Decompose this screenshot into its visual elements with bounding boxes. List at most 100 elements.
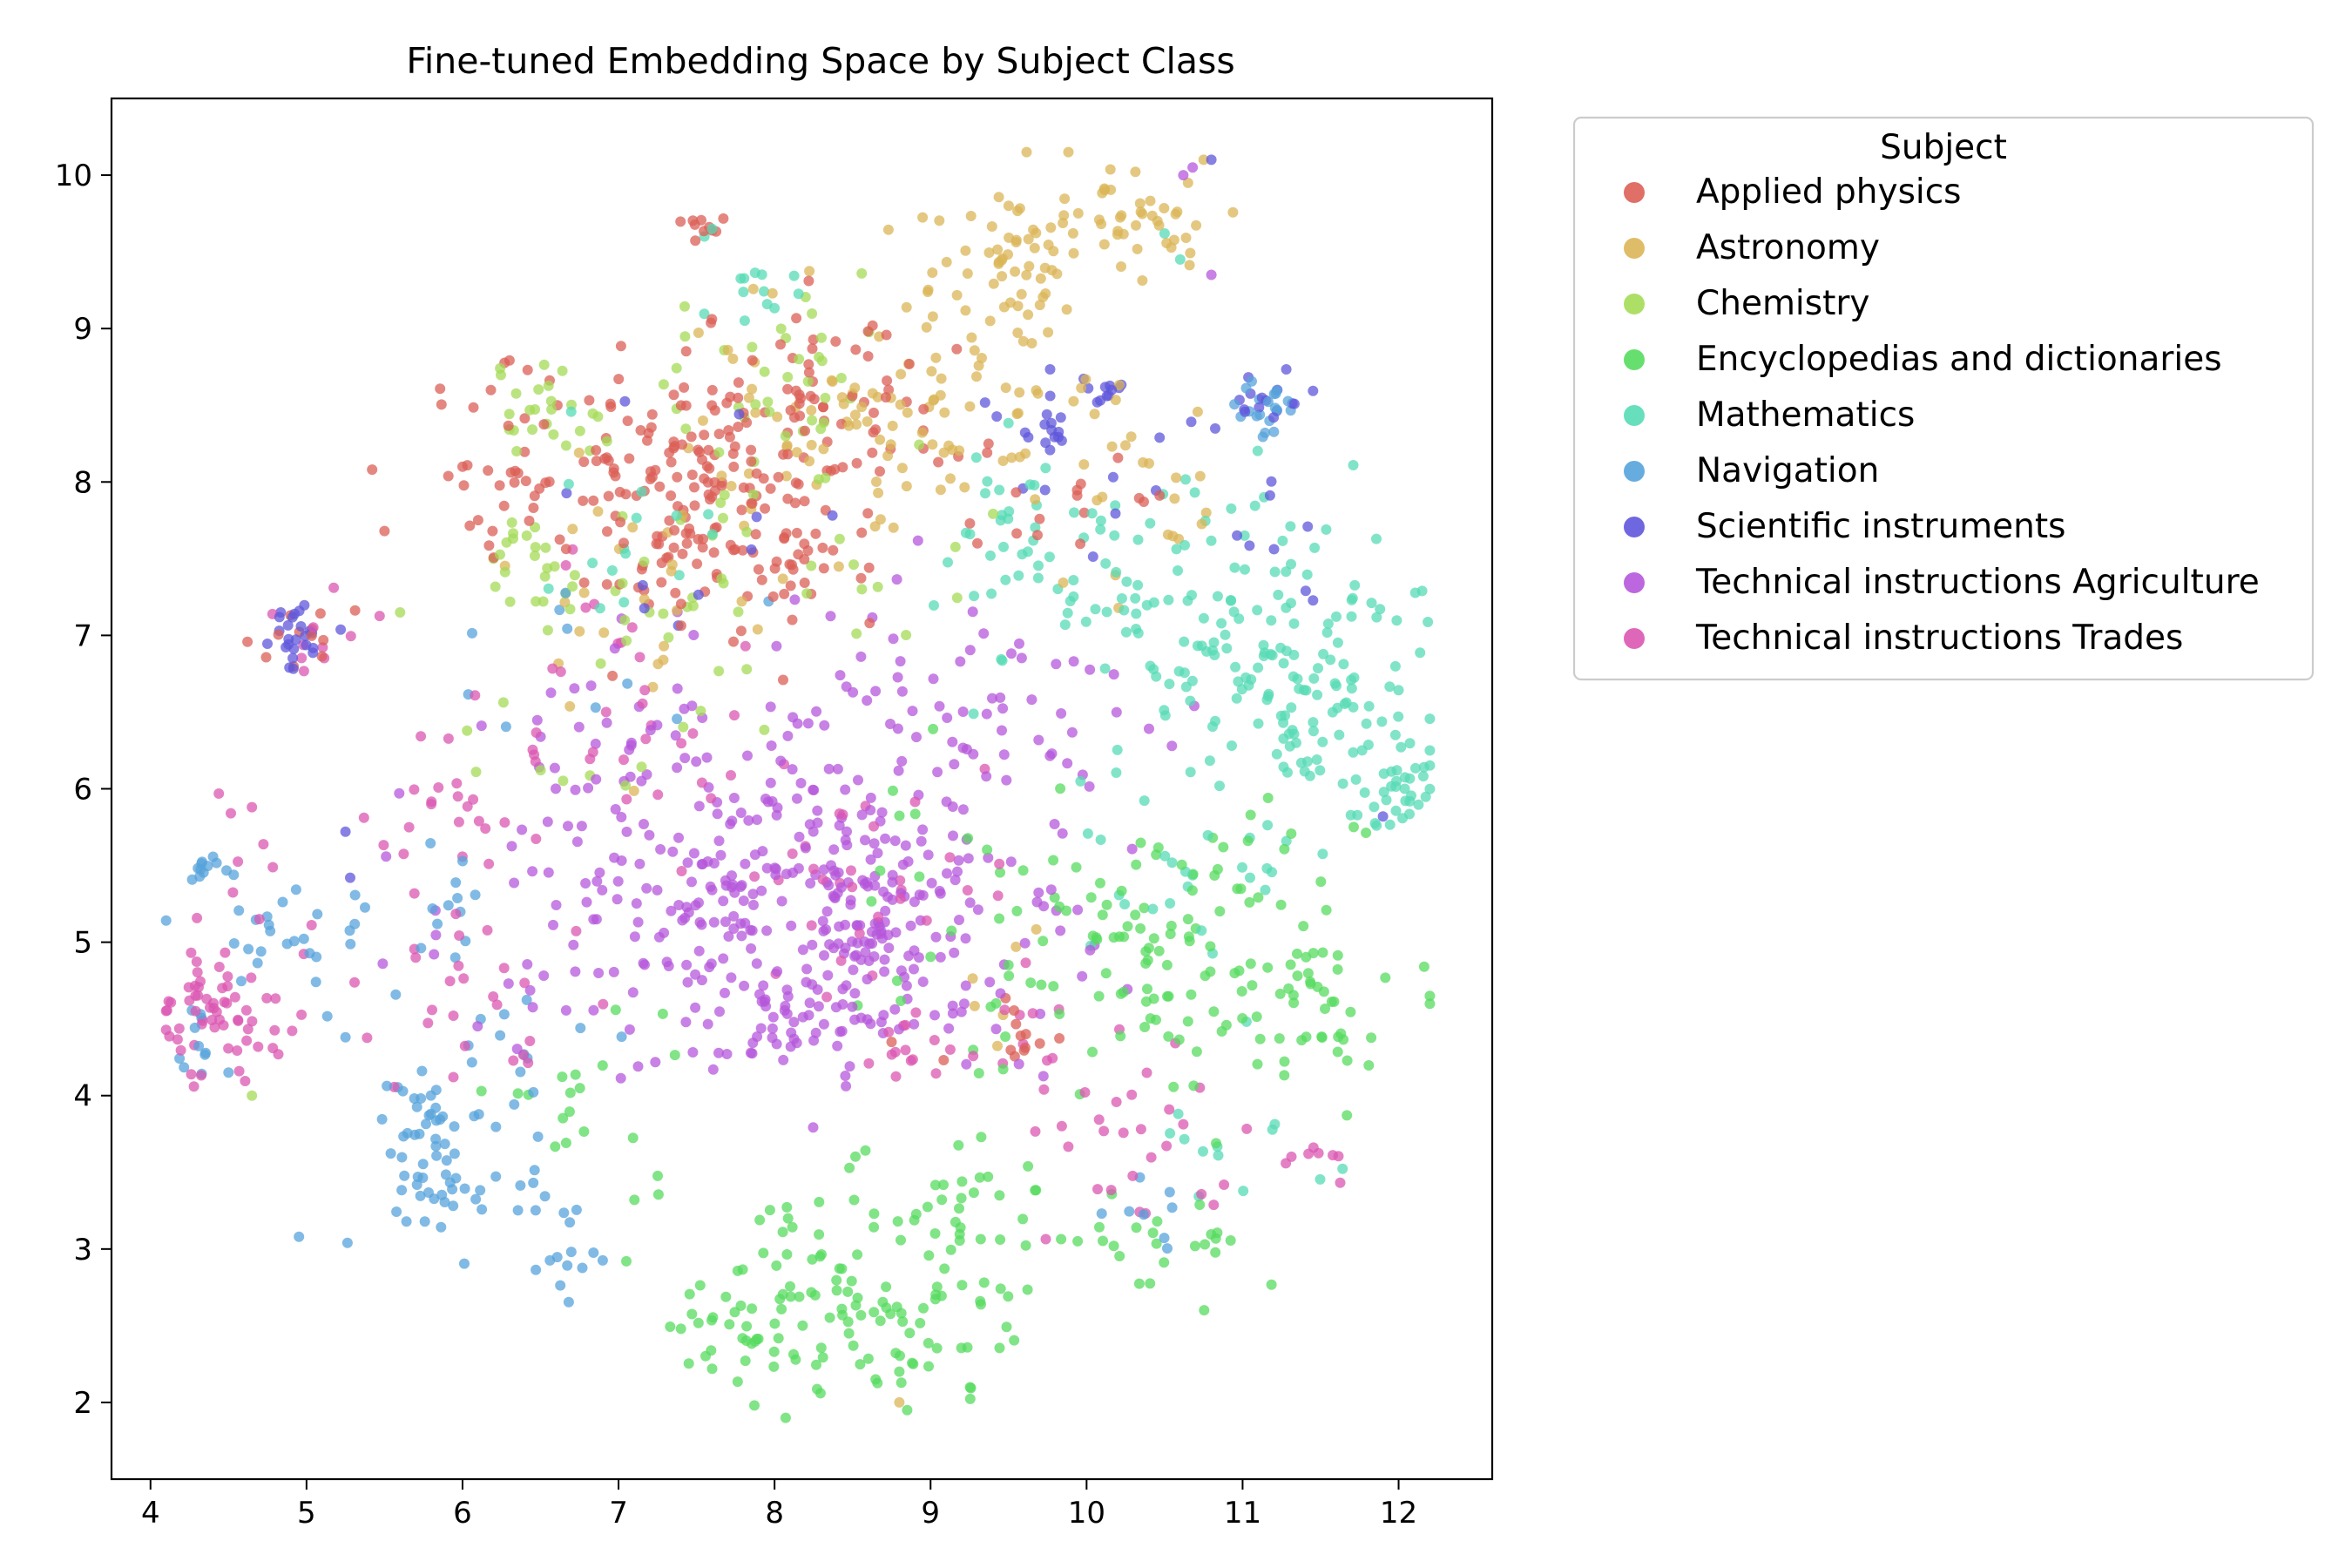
data-point — [1328, 996, 1340, 1007]
data-point — [747, 341, 758, 353]
data-point — [808, 394, 820, 405]
legend: Subject Applied physicsAstronomyChemistr… — [1572, 116, 2315, 681]
data-point — [647, 681, 659, 693]
data-point — [587, 747, 598, 758]
data-point — [967, 606, 978, 618]
data-point — [851, 628, 862, 639]
data-point — [242, 636, 253, 647]
data-point — [964, 645, 976, 656]
data-point — [713, 1047, 724, 1058]
data-point — [1075, 478, 1086, 490]
data-point — [1196, 518, 1207, 530]
data-point — [608, 463, 619, 474]
data-point — [247, 1016, 258, 1027]
data-point — [887, 876, 898, 888]
data-point — [1186, 590, 1197, 601]
data-point — [807, 343, 818, 355]
data-point — [1116, 885, 1127, 896]
data-point — [1096, 1208, 1107, 1220]
data-point — [1334, 729, 1345, 740]
data-point — [1185, 247, 1196, 259]
data-point — [1252, 1058, 1263, 1070]
data-point — [848, 1194, 860, 1206]
data-point — [618, 597, 630, 608]
data-point — [529, 490, 540, 502]
data-point — [1014, 638, 1024, 649]
data-point — [733, 409, 745, 420]
data-point — [362, 1032, 373, 1044]
data-point — [529, 749, 540, 760]
data-point — [417, 1159, 429, 1170]
data-point — [706, 884, 718, 896]
data-point — [1010, 941, 1022, 952]
data-point — [780, 430, 791, 442]
data-point — [728, 793, 740, 803]
legend-item: Technical instructions Agriculture — [1624, 563, 2260, 602]
data-point — [947, 736, 958, 747]
data-point — [1341, 697, 1352, 708]
data-point — [1240, 406, 1251, 417]
data-point — [845, 895, 856, 906]
data-point — [797, 944, 808, 956]
data-point — [692, 558, 703, 570]
data-point — [960, 933, 971, 944]
data-point — [1369, 801, 1380, 813]
data-point — [862, 695, 873, 706]
data-point — [539, 1191, 551, 1202]
data-point — [677, 915, 688, 926]
data-point — [223, 1067, 234, 1078]
chart-title: Fine-tuned Embedding Space by Subject Cl… — [406, 40, 1234, 82]
data-point — [1054, 901, 1065, 912]
data-point — [523, 1058, 534, 1069]
data-point — [988, 508, 998, 519]
data-point — [570, 966, 581, 977]
data-point — [449, 1148, 460, 1159]
y-tick-label: 5 — [73, 926, 92, 961]
data-point — [856, 267, 868, 279]
data-point — [475, 1185, 486, 1196]
data-point — [1278, 658, 1289, 669]
data-point — [1131, 608, 1142, 619]
data-point — [758, 980, 769, 991]
data-point — [813, 1001, 824, 1012]
data-point — [831, 1274, 842, 1286]
data-point — [928, 673, 939, 685]
data-point — [998, 541, 1009, 552]
data-point — [1237, 1013, 1248, 1024]
data-point — [1420, 791, 1431, 802]
data-point — [296, 1009, 308, 1020]
data-point — [1095, 524, 1106, 535]
data-point — [760, 1001, 772, 1012]
data-point — [425, 838, 436, 848]
data-point — [823, 763, 835, 774]
data-point — [580, 878, 591, 889]
data-point — [476, 1204, 488, 1215]
data-point — [560, 1004, 571, 1016]
data-point — [267, 862, 279, 873]
data-point — [1030, 1185, 1041, 1196]
data-point — [832, 763, 843, 774]
data-point — [752, 624, 763, 635]
data-point — [1180, 681, 1192, 693]
data-point — [872, 391, 883, 402]
data-point — [806, 1287, 817, 1298]
data-point — [619, 614, 631, 625]
legend-item: Chemistry — [1624, 284, 1870, 323]
data-point — [621, 1255, 632, 1267]
legend-item: Navigation — [1624, 451, 1879, 490]
data-point — [1011, 905, 1023, 916]
data-point — [462, 801, 473, 812]
data-point — [1320, 1004, 1330, 1014]
data-point — [1037, 1071, 1049, 1082]
data-point — [917, 977, 929, 987]
data-point — [318, 634, 329, 645]
data-point — [301, 639, 312, 651]
data-point — [764, 1205, 775, 1216]
data-point — [1142, 983, 1152, 995]
data-point — [1185, 767, 1196, 778]
data-point — [896, 463, 908, 474]
data-point — [1245, 958, 1256, 970]
data-point — [1134, 198, 1146, 209]
data-point — [593, 968, 605, 978]
data-point — [1115, 1031, 1126, 1042]
